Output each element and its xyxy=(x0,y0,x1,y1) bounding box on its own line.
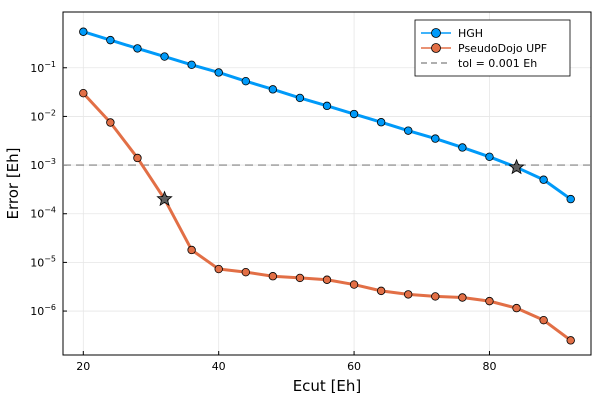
data-point xyxy=(431,292,440,301)
data-point xyxy=(241,267,250,277)
data-point xyxy=(512,303,521,313)
legend-label-pseudodojo: PseudoDojo UPF xyxy=(458,42,547,55)
data-point xyxy=(295,273,305,283)
plot-frame xyxy=(62,11,592,356)
data-point xyxy=(79,89,88,98)
series-line xyxy=(82,92,572,342)
y-tick-label: 10−6 xyxy=(30,303,56,318)
y-tick-exponent: −5 xyxy=(44,254,56,263)
data-point xyxy=(133,153,142,163)
data-point xyxy=(106,35,115,45)
data-point xyxy=(566,194,575,204)
data-point xyxy=(214,264,223,274)
data-point xyxy=(376,286,386,296)
series-0 xyxy=(79,27,575,204)
data-point xyxy=(539,175,548,184)
y-tick-exponent: −2 xyxy=(44,108,56,117)
legend-label-hgh: HGH xyxy=(458,27,483,40)
data-point xyxy=(133,44,142,53)
x-tick-label: 80 xyxy=(482,360,496,373)
axis-ticks: 20 40 60 80 10−6 10−5 10−4 10−3 10−2 10−1 xyxy=(30,60,496,373)
data-point xyxy=(431,134,440,143)
data-point xyxy=(187,60,196,70)
highlight-star xyxy=(156,190,173,207)
x-axis-title: Ecut [Eh] xyxy=(293,377,362,395)
y-tick-exponent: −1 xyxy=(44,60,56,69)
data-point xyxy=(485,296,494,306)
y-tick-label: 10−4 xyxy=(30,206,56,221)
data-point xyxy=(539,315,548,325)
data-point xyxy=(349,280,359,289)
x-tick-label: 60 xyxy=(347,360,361,373)
y-tick-label: 10−5 xyxy=(30,254,56,269)
data-point xyxy=(349,109,359,119)
data-point xyxy=(566,336,575,345)
data-point xyxy=(268,272,278,281)
data-point xyxy=(241,76,250,86)
data-point xyxy=(485,152,494,161)
data-point xyxy=(458,143,467,152)
data-point xyxy=(268,85,278,94)
legend: HGH PseudoDojo UPF tol = 0.001 Eh xyxy=(414,19,571,77)
legend-marker-pseudodojo xyxy=(431,43,441,53)
y-tick-exponent: −3 xyxy=(44,157,56,166)
data-point xyxy=(79,27,88,36)
highlight-markers xyxy=(156,158,525,207)
data-point xyxy=(404,290,413,299)
data-point xyxy=(404,126,413,135)
x-tick-label: 20 xyxy=(76,360,90,373)
y-tick-label: 10−1 xyxy=(30,60,56,75)
data-point xyxy=(187,245,196,255)
data-point xyxy=(458,293,467,302)
data-point xyxy=(322,275,332,284)
data-point xyxy=(106,118,115,127)
data-point xyxy=(295,93,305,103)
data-point xyxy=(376,118,386,127)
y-tick-label: 10−2 xyxy=(30,108,56,123)
data-point xyxy=(322,101,332,111)
series-1 xyxy=(79,89,575,345)
data-point xyxy=(214,68,223,77)
data-point xyxy=(160,52,169,61)
y-tick-exponent: −4 xyxy=(44,206,56,215)
highlight-star xyxy=(508,158,525,175)
y-tick-exponent: −6 xyxy=(44,303,56,312)
y-tick-label: 10−3 xyxy=(30,157,56,172)
y-axis-title: Error [Eh] xyxy=(4,147,22,219)
legend-marker-hgh xyxy=(431,28,441,38)
legend-label-tolerance: tol = 0.001 Eh xyxy=(458,57,537,70)
x-tick-label: 40 xyxy=(212,360,226,373)
